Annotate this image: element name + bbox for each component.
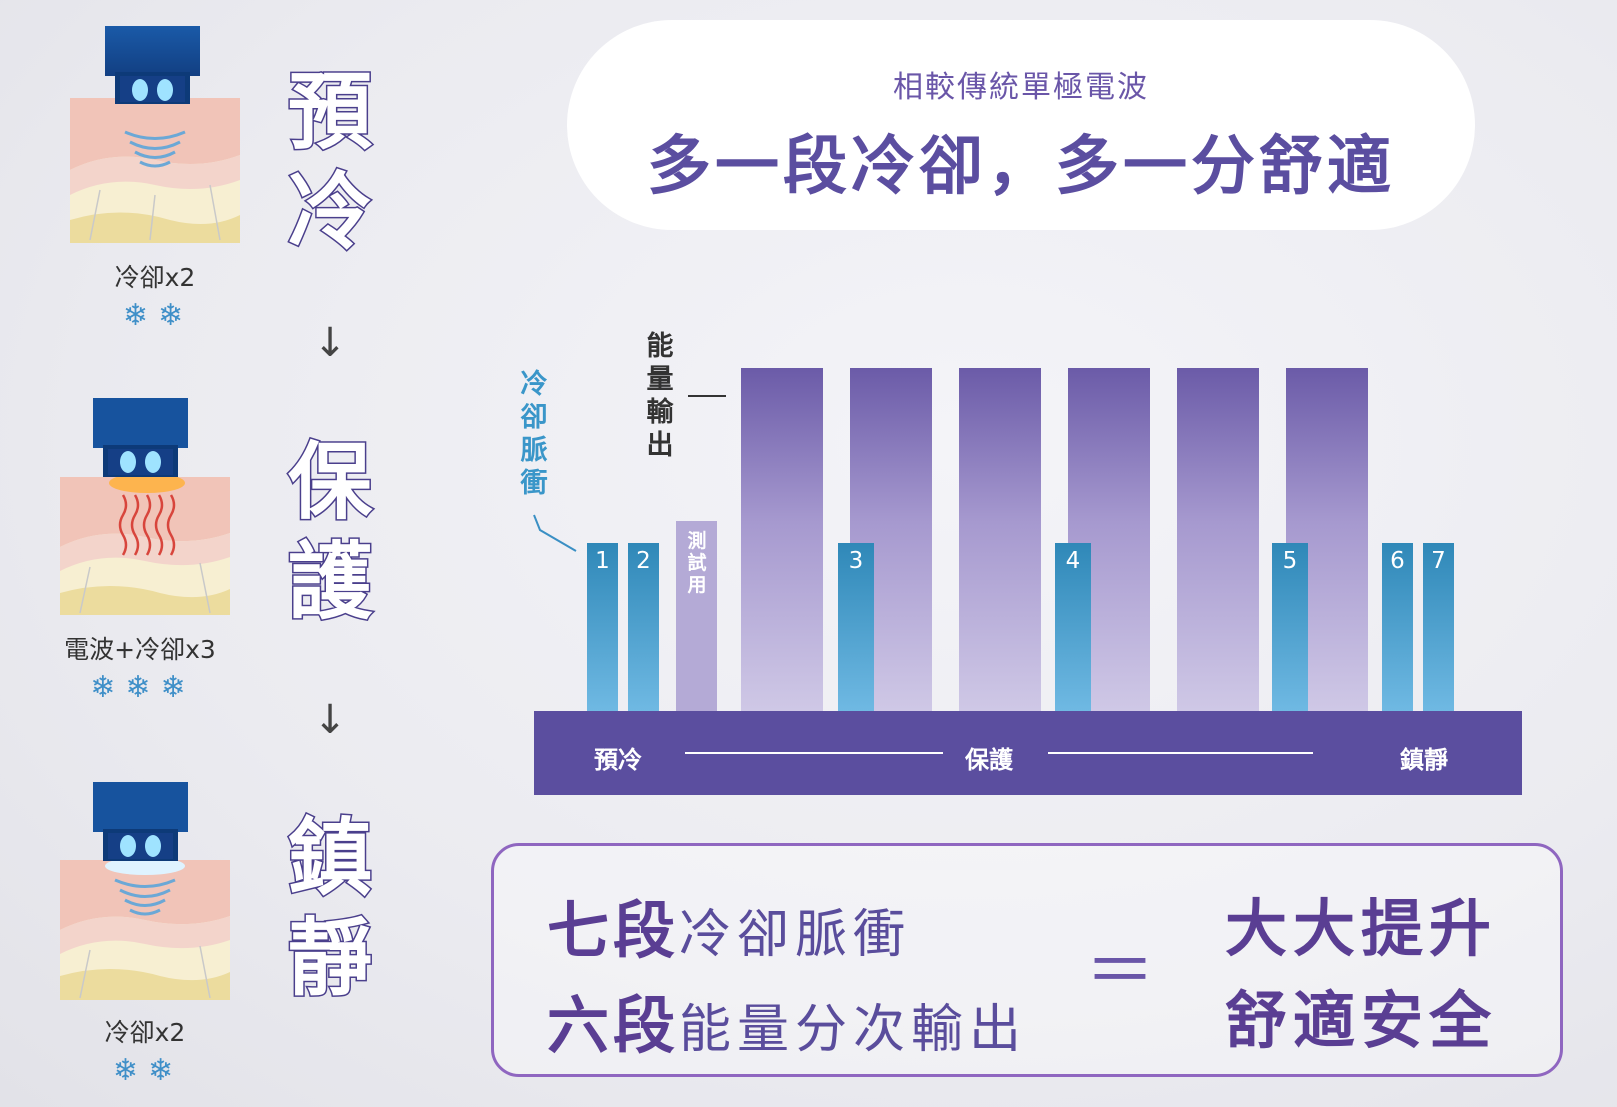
step-caption-precool: 冷卻x2 <box>114 263 196 292</box>
equals-sign: ＝ <box>1085 930 1155 1012</box>
pulse-label: 1 <box>595 548 610 574</box>
energy-bar <box>959 368 1041 711</box>
skin-illustration-protect <box>60 398 230 615</box>
energy-legend-label: 能量輸出 <box>646 331 674 461</box>
snowflake-icon: ❄❄ <box>112 1053 184 1088</box>
arrow-down-icon: ↓ <box>313 697 347 743</box>
pulse-label: 7 <box>1431 548 1446 574</box>
cooling-pointer-line <box>533 514 577 552</box>
result-line-cooling: 七段冷卻脈衝 <box>547 880 911 970</box>
test-bar <box>676 521 717 711</box>
cooling-bar <box>838 543 874 711</box>
pulse-label: 4 <box>1065 548 1081 574</box>
cooling-bar <box>587 543 618 711</box>
header-title: 多一段冷卻，多一分舒適 <box>647 130 1395 204</box>
header-subtitle: 相較傳統單極電波 <box>893 70 1149 105</box>
pulse-label: 3 <box>848 548 864 574</box>
pulse-label: 2 <box>636 548 651 574</box>
result-benefit-1: 大大提升 <box>1225 892 1498 965</box>
snowflake-icon: ❄❄ <box>122 298 194 333</box>
phase-precool: 預冷 <box>594 746 642 774</box>
pulse-label: 5 <box>1282 548 1298 574</box>
cooling-legend-label: 冷卻脈衝 <box>520 369 548 499</box>
phase-divider-line <box>685 752 943 754</box>
arrow-down-icon: ↓ <box>313 320 347 366</box>
stage-word-soothe: 鎮靜 <box>286 808 373 1009</box>
energy-bar <box>741 368 823 711</box>
snowflake-icon: ❄❄❄ <box>90 670 196 705</box>
result-benefit-2: 舒適安全 <box>1225 984 1498 1057</box>
pulse-label: 6 <box>1390 548 1405 574</box>
cooling-bar <box>1055 543 1091 711</box>
result-box <box>491 843 1563 1077</box>
phase-soothe: 鎮靜 <box>1400 746 1448 774</box>
stage-word-precool: 預冷 <box>286 62 373 263</box>
result-line-energy-text: 能量分次輸出 <box>679 1000 1028 1060</box>
step-caption-protect: 電波+冷卻x3 <box>64 635 216 664</box>
step-caption-soothe: 冷卻x2 <box>104 1018 186 1047</box>
header-pill: 相較傳統單極電波 多一段冷卻，多一分舒適 <box>567 20 1475 230</box>
test-bar-label: 測試用 <box>687 530 707 596</box>
cooling-bar <box>1272 543 1308 711</box>
energy-bar <box>1177 368 1259 711</box>
skin-illustration-precool <box>70 26 240 243</box>
result-line-cooling-text: 冷卻脈衝 <box>679 905 912 965</box>
phase-divider-line <box>1048 752 1313 754</box>
result-line-cooling-count: 七段 <box>547 894 680 967</box>
result-line-energy: 六段能量分次輸出 <box>547 975 1027 1065</box>
phase-protect: 保護 <box>965 746 1013 774</box>
skin-illustration-soothe <box>60 782 230 1000</box>
cooling-bar <box>1423 543 1454 711</box>
result-line-energy-count: 六段 <box>547 989 680 1062</box>
cooling-bar <box>628 543 659 711</box>
stage-word-protect: 保護 <box>286 432 373 633</box>
cooling-bar <box>1382 543 1413 711</box>
phase-baseline <box>534 711 1522 795</box>
